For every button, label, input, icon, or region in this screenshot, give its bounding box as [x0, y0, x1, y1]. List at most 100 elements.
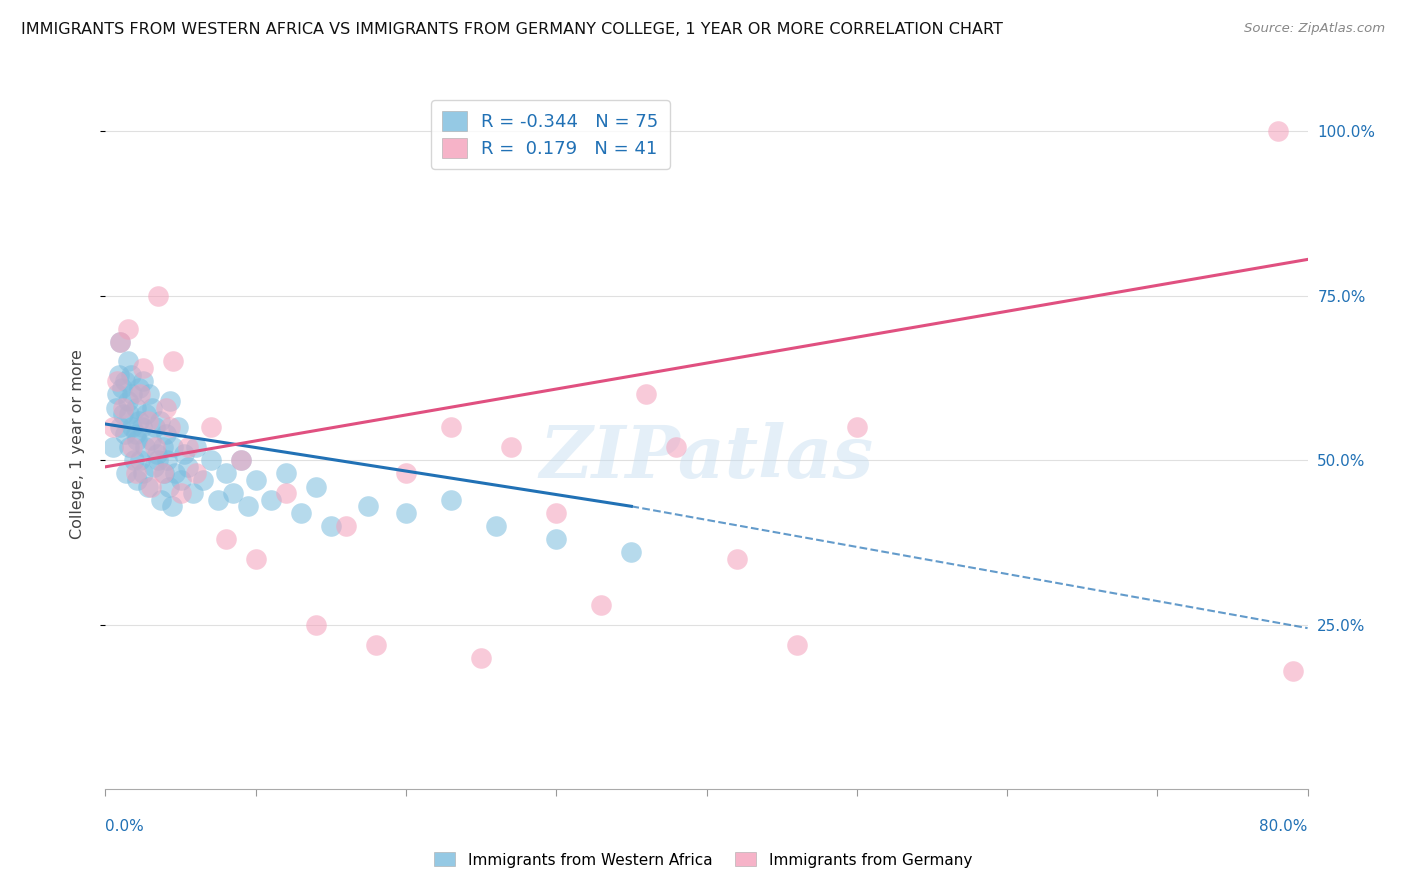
Point [229, 453, 252, 467]
Point [200, 453, 222, 467]
Point [145, 447, 167, 461]
Point [395, 467, 418, 481]
Point [110, 420, 132, 434]
Y-axis label: College, 1 year or more: College, 1 year or more [70, 349, 84, 539]
Point [139, 434, 162, 448]
Point [110, 334, 132, 349]
Point [184, 467, 207, 481]
Point [155, 401, 177, 415]
Point [128, 414, 150, 428]
Point [150, 492, 173, 507]
Point [124, 467, 146, 481]
Point [115, 467, 138, 481]
Point [162, 440, 184, 454]
Text: ZIPatlas: ZIPatlas [540, 422, 873, 493]
Point [111, 381, 134, 395]
Text: IMMIGRANTS FROM WESTERN AFRICA VS IMMIGRANTS FROM GERMANY COLLEGE, 1 YEAR OR MOR: IMMIGRANTS FROM WESTERN AFRICA VS IMMIGR… [21, 22, 1002, 37]
Point [177, 459, 200, 474]
Point [138, 387, 160, 401]
Point [214, 533, 236, 547]
Point [146, 453, 169, 467]
Point [169, 473, 191, 487]
Point [440, 492, 463, 507]
Point [107, 387, 129, 401]
Point [143, 420, 166, 434]
Point [104, 401, 127, 415]
Text: 0.0%: 0.0% [105, 820, 145, 834]
Point [117, 354, 139, 368]
Point [125, 473, 148, 487]
Point [121, 387, 143, 401]
Point [136, 414, 159, 428]
Point [163, 467, 186, 481]
Point [222, 486, 245, 500]
Point [114, 374, 136, 388]
Point [118, 440, 141, 454]
Point [319, 519, 342, 533]
Point [152, 467, 174, 481]
Point [395, 506, 418, 520]
Point [200, 420, 222, 434]
Point [177, 440, 200, 454]
Point [132, 361, 155, 376]
Point [546, 533, 568, 547]
Point [101, 420, 124, 434]
Point [1281, 664, 1303, 678]
Point [152, 440, 174, 454]
Point [155, 426, 177, 441]
Point [131, 420, 153, 434]
Point [364, 638, 387, 652]
Legend: R = -0.344   N = 75, R =  0.179   N = 41: R = -0.344 N = 75, R = 0.179 N = 41 [430, 100, 669, 169]
Legend: Immigrants from Western Africa, Immigrants from Germany: Immigrants from Western Africa, Immigran… [427, 847, 979, 873]
Point [101, 440, 124, 454]
Point [108, 368, 131, 382]
Point [112, 401, 135, 415]
Point [160, 500, 183, 514]
Point [229, 453, 252, 467]
Point [153, 467, 176, 481]
Point [305, 617, 328, 632]
Point [169, 486, 191, 500]
Point [620, 545, 643, 559]
Point [124, 401, 146, 415]
Point [181, 486, 204, 500]
Point [238, 500, 260, 514]
Point [122, 453, 145, 467]
Point [1267, 124, 1289, 138]
Point [128, 381, 150, 395]
Point [114, 426, 136, 441]
Point [845, 420, 868, 434]
Point [207, 492, 229, 507]
Point [134, 440, 156, 454]
Point [124, 426, 146, 441]
Point [485, 519, 508, 533]
Point [117, 394, 139, 409]
Point [156, 453, 179, 467]
Point [440, 420, 463, 434]
Point [120, 368, 142, 382]
Point [125, 434, 148, 448]
Point [110, 334, 132, 349]
Point [121, 420, 143, 434]
Point [260, 492, 283, 507]
Point [665, 440, 688, 454]
Point [107, 374, 129, 388]
Point [357, 500, 380, 514]
Point [591, 598, 613, 612]
Point [132, 467, 155, 481]
Text: Source: ZipAtlas.com: Source: ZipAtlas.com [1244, 22, 1385, 36]
Point [112, 407, 135, 421]
Point [159, 394, 181, 409]
Point [245, 473, 267, 487]
Point [470, 650, 492, 665]
Point [146, 288, 169, 302]
Point [159, 420, 181, 434]
Point [501, 440, 523, 454]
Text: 80.0%: 80.0% [1260, 820, 1308, 834]
Point [118, 407, 141, 421]
Point [129, 453, 152, 467]
Point [121, 440, 143, 454]
Point [305, 479, 328, 493]
Point [173, 447, 195, 461]
Point [142, 459, 165, 474]
